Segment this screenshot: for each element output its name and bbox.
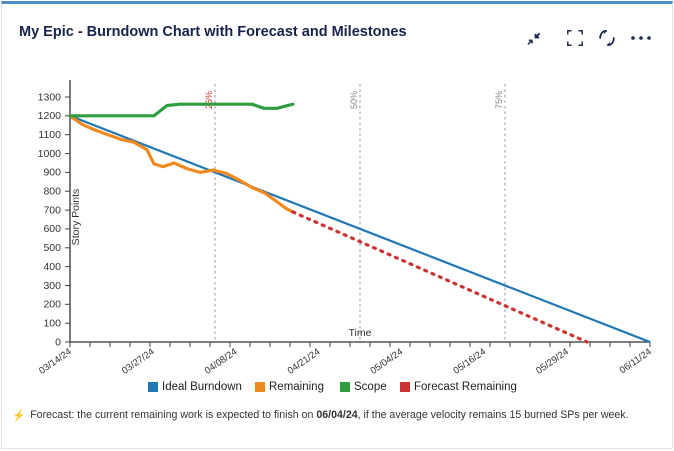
svg-text:25%: 25% [204,91,214,109]
svg-text:75%: 75% [494,91,504,109]
svg-text:0: 0 [55,336,61,348]
svg-text:900: 900 [43,167,61,179]
svg-text:1200: 1200 [38,110,62,122]
svg-text:03/27/24: 03/27/24 [120,346,157,376]
svg-text:400: 400 [43,261,61,273]
svg-text:600: 600 [43,223,61,235]
svg-text:300: 300 [43,280,61,292]
svg-text:1000: 1000 [38,148,62,160]
svg-text:100: 100 [43,318,61,330]
svg-text:50%: 50% [349,91,359,109]
svg-text:04/21/24: 04/21/24 [286,346,323,376]
svg-text:06/11/24: 06/11/24 [618,346,654,376]
svg-text:03/14/24: 03/14/24 [37,346,74,376]
svg-text:04/08/24: 04/08/24 [203,346,240,376]
svg-text:700: 700 [43,204,61,216]
svg-text:05/16/24: 05/16/24 [451,346,488,376]
svg-text:200: 200 [43,299,61,311]
svg-text:Time: Time [349,327,372,339]
svg-text:1100: 1100 [38,129,61,141]
svg-text:800: 800 [43,186,61,198]
svg-text:Story Points: Story Points [70,189,82,246]
svg-text:05/29/24: 05/29/24 [534,346,571,376]
svg-text:500: 500 [43,242,61,254]
svg-text:1300: 1300 [38,91,62,103]
svg-text:05/04/24: 05/04/24 [369,346,406,376]
